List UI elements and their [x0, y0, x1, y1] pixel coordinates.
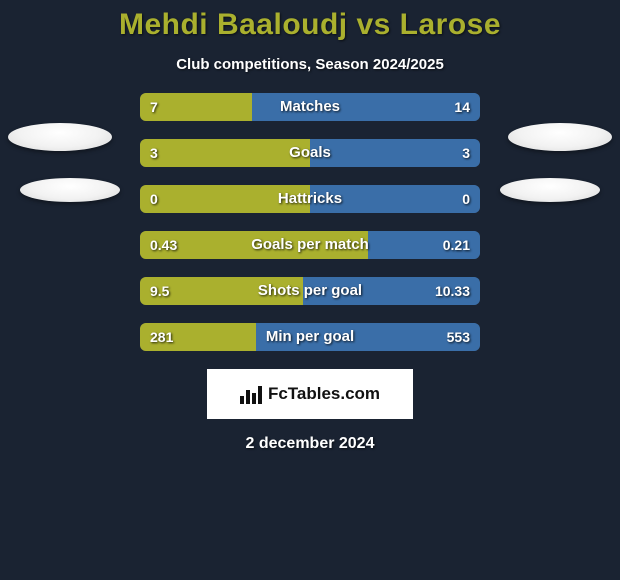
player-left-photo-placeholder: [8, 123, 112, 151]
team-left-logo-placeholder: [20, 178, 120, 202]
subtitle: Club competitions, Season 2024/2025: [0, 56, 620, 73]
stat-bar-row: 281553Min per goal: [140, 323, 480, 351]
stat-label: Hattricks: [140, 185, 480, 213]
bar-chart-icon: [240, 384, 262, 404]
date-text: 2 december 2024: [0, 435, 620, 453]
stat-bar-row: 714Matches: [140, 93, 480, 121]
stat-label: Min per goal: [140, 323, 480, 351]
stat-bar-row: 0.430.21Goals per match: [140, 231, 480, 259]
player-right-photo-placeholder: [508, 123, 612, 151]
stat-bar-row: 33Goals: [140, 139, 480, 167]
stat-bar-row: 9.510.33Shots per goal: [140, 277, 480, 305]
page-title: Mehdi Baaloudj vs Larose: [0, 0, 620, 42]
fctables-logo: FcTables.com: [207, 369, 413, 419]
stat-label: Matches: [140, 93, 480, 121]
stat-bar-row: 00Hattricks: [140, 185, 480, 213]
comparison-infographic: Mehdi Baaloudj vs Larose Club competitio…: [0, 0, 620, 580]
stat-label: Shots per goal: [140, 277, 480, 305]
stat-label: Goals per match: [140, 231, 480, 259]
logo-text: FcTables.com: [268, 384, 380, 404]
team-right-logo-placeholder: [500, 178, 600, 202]
stat-label: Goals: [140, 139, 480, 167]
